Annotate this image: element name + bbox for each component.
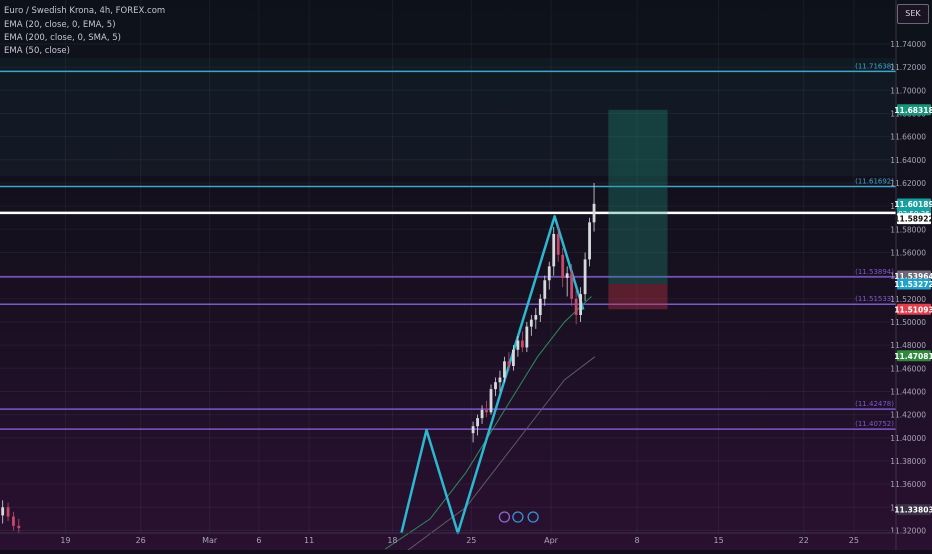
price-tag-text: 11.53964 (894, 272, 932, 281)
price-tag-text: 11.68318 (894, 106, 932, 115)
y-tick-label: 11.62000 (890, 179, 926, 188)
flash-icon[interactable] (498, 511, 511, 523)
x-tick-label: 26 (136, 536, 146, 545)
y-tick-label: 11.64000 (890, 156, 926, 165)
price-tag (897, 213, 931, 225)
y-tick-label: 11.58000 (890, 225, 926, 234)
position-stop-zone[interactable] (608, 284, 668, 310)
candle-body (552, 233, 556, 267)
candle-body (480, 409, 484, 419)
y-tick-label: 11.70000 (890, 86, 926, 95)
x-tick-label: 22 (799, 536, 809, 545)
price-tag-text: 11.51093 (894, 305, 932, 314)
candle-body (534, 315, 538, 320)
y-tick-label: 11.38000 (890, 457, 926, 466)
level-label: (11.40752) (855, 420, 894, 428)
candle-body (570, 273, 574, 299)
price-tag-text: 11.58922 (894, 215, 932, 224)
event-icon[interactable] (512, 511, 524, 523)
candle-body (592, 203, 596, 223)
candle-body (565, 273, 569, 278)
price-tag (897, 303, 931, 315)
candle-body (476, 418, 479, 427)
y-tick-label: 11.48000 (890, 341, 926, 350)
y-tick-label: 11.72000 (890, 63, 926, 72)
price-tag (897, 350, 931, 362)
x-tick-label: 25 (466, 536, 476, 545)
candle-body (1, 507, 5, 516)
candle-body (583, 259, 587, 295)
symbol-title[interactable]: Euro / Swedish Krona, 4h, FOREX.com (4, 6, 166, 16)
candle-body (12, 516, 15, 526)
price-tag (897, 504, 931, 516)
candle-body (556, 233, 560, 255)
price-tag (897, 104, 931, 116)
level-label: (11.53894) (855, 268, 894, 276)
indicator-ema50[interactable]: EMA (50, close) (4, 46, 70, 56)
ema-line (402, 356, 596, 554)
candle-body (547, 266, 551, 281)
zone-shade (0, 58, 896, 176)
indicator-ema20[interactable]: EMA (20, close, 0, EMA, 5) (4, 20, 116, 30)
price-tag-text: 11.47081 (894, 352, 932, 361)
currency-button[interactable]: SEK (897, 4, 929, 24)
x-tick-label: Apr (544, 536, 559, 545)
x-tick-label: 11 (304, 536, 314, 545)
candle-body (561, 254, 565, 278)
x-tick-label: 15 (713, 536, 723, 545)
y-tick-label: 11.44000 (890, 387, 926, 396)
level-label: (11.61692) (855, 178, 894, 186)
level-label: (11.51533) (855, 295, 894, 303)
level-label: (11.71638) (855, 62, 894, 70)
candle-body (498, 377, 502, 383)
y-tick-label: 11.46000 (890, 364, 926, 373)
x-tick-label: Mar (202, 536, 218, 545)
candle-body (6, 507, 10, 517)
candle-body (574, 298, 578, 316)
price-tag-text: 11.53272 (894, 280, 932, 289)
candle-body (503, 361, 506, 378)
x-tick-label: 25 (849, 536, 859, 545)
x-tick-label: 8 (635, 536, 640, 545)
x-tick-label: 6 (256, 536, 261, 545)
y-tick-label: 11.36000 (890, 480, 926, 489)
candle-body (485, 409, 488, 413)
candle-body (471, 426, 475, 434)
candle-body (543, 280, 547, 299)
x-tick-label: 19 (60, 536, 70, 545)
candle-body (507, 361, 511, 366)
indicator-ema200[interactable]: EMA (200, close, 0, SMA, 5) (4, 33, 121, 43)
candle-body (516, 340, 520, 350)
y-tick-label: 11.52000 (890, 295, 926, 304)
level-label: (11.42478) (855, 400, 894, 408)
y-tick-label: 11.56000 (890, 248, 926, 257)
price-tag-text: 11.33803 (894, 506, 932, 515)
candle-body (494, 382, 497, 390)
candle-body (489, 389, 493, 413)
x-tick-label: 18 (387, 536, 397, 545)
event-icon[interactable] (527, 511, 539, 523)
candle-body (588, 222, 591, 260)
candle-body (579, 294, 583, 316)
y-tick-label: 11.42000 (890, 411, 926, 420)
candle-body (538, 298, 542, 316)
position-target-zone[interactable] (608, 109, 668, 285)
candle-body (529, 319, 533, 327)
y-tick-label: 11.40000 (890, 434, 926, 443)
y-tick-label: 11.74000 (890, 40, 926, 49)
y-tick-label: 11.32000 (890, 526, 926, 535)
price-tag (897, 278, 931, 290)
candle-body (525, 326, 529, 348)
y-tick-label: 11.50000 (890, 318, 926, 327)
candle-body (512, 349, 515, 366)
ema-line (385, 296, 592, 550)
y-tick-label: 11.66000 (890, 133, 926, 142)
price-tag-text: 11.60189 (894, 200, 932, 209)
candle-body (520, 340, 524, 348)
candle-body (17, 525, 21, 529)
